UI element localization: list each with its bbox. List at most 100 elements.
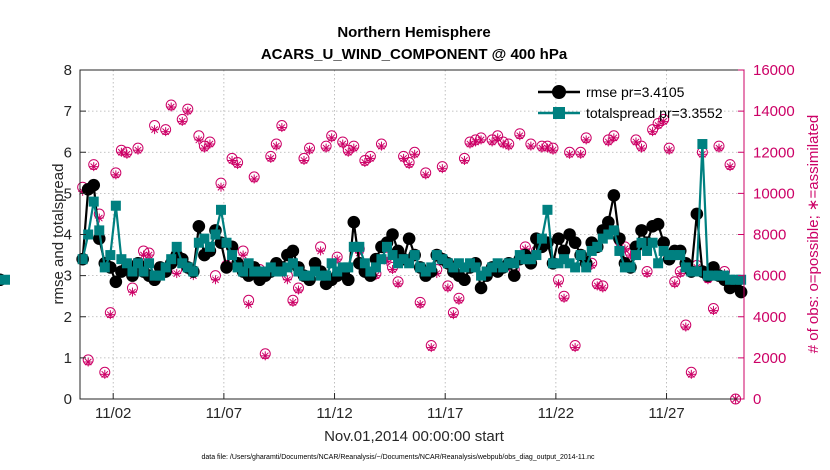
obs-assimilated-marker <box>708 306 718 316</box>
left-tick-label: 1 <box>64 350 72 367</box>
totalspread-point <box>121 258 132 269</box>
rmse-point <box>734 285 748 299</box>
asterisk-stroke <box>278 124 286 132</box>
obs-assimilated-marker <box>166 102 176 112</box>
rmse-point <box>87 178 101 192</box>
rmse-point <box>657 236 670 250</box>
totalspread-point <box>249 266 260 277</box>
totalspread-point <box>669 250 680 261</box>
totalspread-point <box>664 250 675 261</box>
obs-assimilated-marker <box>194 135 204 145</box>
obs-assimilated-marker <box>199 143 209 153</box>
asterisk-stroke <box>599 284 607 292</box>
totalspread-point <box>215 204 226 215</box>
obs-assimilated-marker <box>227 155 237 165</box>
obs-assimilated-marker <box>548 145 558 155</box>
totalspread-point <box>210 229 221 240</box>
obs-assimilated-marker <box>598 283 608 293</box>
asterisk-stroke <box>234 161 242 169</box>
rmse-point <box>341 273 355 287</box>
obs-assimilated-marker <box>216 182 226 192</box>
asterisk-stroke <box>726 163 734 171</box>
asterisk-stroke <box>516 132 524 140</box>
totalspread-point <box>271 266 282 277</box>
x-tick-label: 11/22 <box>538 405 574 422</box>
asterisk-stroke <box>416 300 424 308</box>
totalspread-point <box>304 270 315 281</box>
asterisk-stroke <box>709 307 717 315</box>
totalspread-point <box>199 233 210 244</box>
totalspread-point <box>343 262 354 273</box>
rmse-point <box>192 219 206 233</box>
obs-assimilated-marker <box>686 369 696 379</box>
footer-data-file: data file: /Users/gharamti/Documents/NCA… <box>201 454 595 461</box>
obs-assimilated-marker <box>260 351 270 361</box>
obs-assimilated-marker <box>365 153 375 163</box>
totalspread-point <box>420 266 431 277</box>
rmse-point <box>568 236 582 250</box>
totalspread-point <box>387 250 398 261</box>
asterisk-stroke <box>671 280 679 288</box>
totalspread-point <box>260 266 271 277</box>
obs-assimilated-marker <box>603 137 613 147</box>
totalspread-point <box>0 274 10 285</box>
totalspread-point <box>381 241 392 252</box>
totalspread-point <box>204 241 215 252</box>
obs-assimilated-marker <box>133 145 143 155</box>
asterisk-stroke <box>306 146 314 154</box>
totalspread-point <box>287 258 298 269</box>
obs-assimilated-marker <box>454 295 464 305</box>
obs-assimilated-marker <box>681 322 691 332</box>
asterisk-stroke <box>366 154 374 162</box>
totalspread-point <box>630 250 641 261</box>
left-axis: 0 1 2 3 4 5 6 7 8 <box>64 62 86 408</box>
totalspread-point <box>686 266 697 277</box>
totalspread-point <box>127 266 138 277</box>
x-tick-label: 11/02 <box>95 405 131 422</box>
totalspread-point <box>448 262 459 273</box>
obs-assimilated-marker <box>421 170 431 180</box>
obs-assimilated-marker <box>233 160 243 170</box>
totalspread-point <box>398 254 409 265</box>
totalspread-point <box>553 258 564 269</box>
obs-assimilated-marker <box>526 141 536 151</box>
obs-assimilated-marker <box>570 343 580 353</box>
obs-assimilated-marker <box>404 160 414 170</box>
obs-assimilated-marker <box>89 162 99 172</box>
obs-assimilated-marker <box>100 369 110 379</box>
rmse-point <box>474 281 488 295</box>
asterisk-stroke <box>499 140 507 148</box>
obs-assimilated-marker <box>565 149 575 159</box>
totalspread-point <box>182 262 193 273</box>
obs-assimilated-marker <box>648 127 658 137</box>
totalspread-point <box>547 258 558 269</box>
obs-assimilated-marker <box>515 131 525 141</box>
totalspread-point <box>592 241 603 252</box>
totalspread-point <box>481 266 492 277</box>
totalspread-point <box>586 245 597 256</box>
asterisk-stroke <box>128 288 136 296</box>
totalspread-point <box>575 250 586 261</box>
totalspread-point <box>354 241 365 252</box>
rmse-point <box>607 189 621 202</box>
asterisk-stroke <box>350 144 358 152</box>
totalspread-point <box>144 258 155 269</box>
obs-assimilated-marker <box>426 343 436 353</box>
totalspread-point <box>409 250 420 261</box>
totalspread-point <box>581 262 592 273</box>
asterisk-stroke <box>555 280 563 288</box>
asterisk-stroke <box>582 136 590 144</box>
asterisk-stroke <box>715 144 723 152</box>
asterisk-stroke <box>427 344 435 352</box>
totalspread-point <box>559 254 570 265</box>
obs-assimilated-marker <box>271 141 281 151</box>
asterisk-stroke <box>577 150 585 158</box>
rmse-point <box>552 232 565 245</box>
asterisk-stroke <box>449 311 457 319</box>
obs-assimilated-marker <box>559 293 569 303</box>
asterisk-stroke <box>460 156 468 164</box>
asterisk-stroke <box>84 358 92 366</box>
obs-assimilated-marker <box>725 162 735 172</box>
rmse-point <box>602 215 615 229</box>
totalspread-point <box>642 245 653 256</box>
